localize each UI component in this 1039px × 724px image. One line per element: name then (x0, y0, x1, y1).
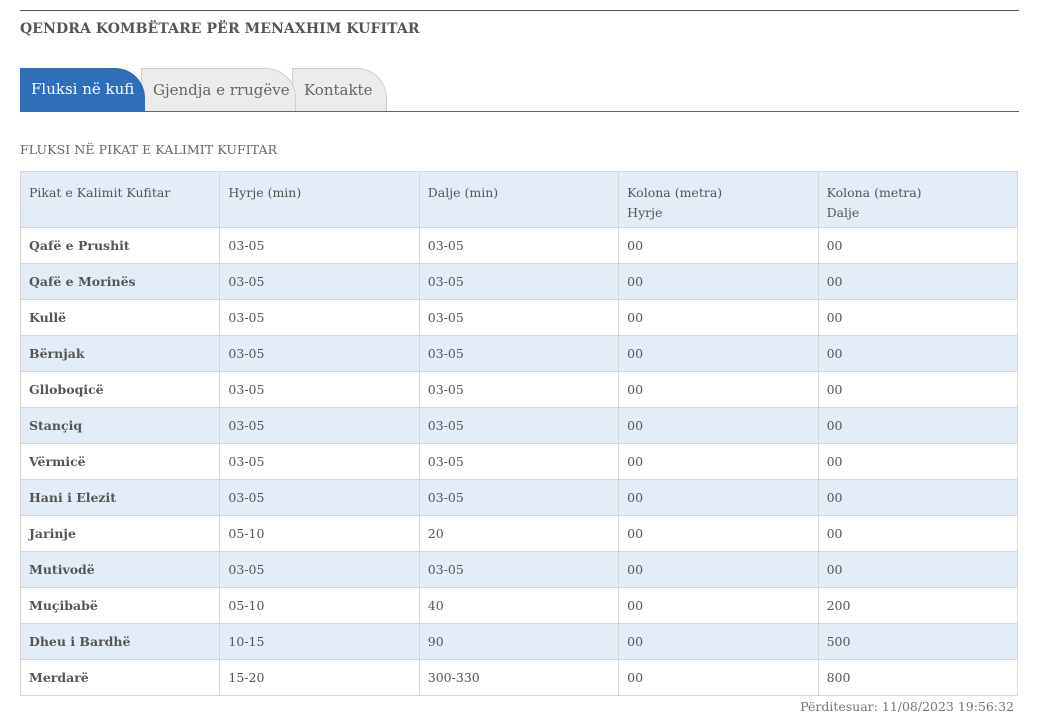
cell-queue-entry: 00 (618, 227, 819, 264)
cell-exit-min: 90 (418, 623, 620, 660)
cell-entry-min: 03-05 (219, 479, 420, 516)
cell-crossing-point: Kullë (19, 299, 221, 336)
cell-exit-min: 20 (418, 515, 620, 552)
cell-entry-min: 15-20 (219, 659, 420, 696)
cell-queue-exit: 500 (817, 623, 1019, 660)
cell-queue-exit: 00 (817, 407, 1019, 444)
cell-crossing-point: Bërnjak (19, 335, 221, 372)
table-row: Muçibabë 05-10 40 00 200 (19, 587, 1019, 624)
table-row: Vërmicë 03-05 03-05 00 00 (19, 443, 1019, 480)
table-row: Dheu i Bardhë 10-15 90 00 500 (19, 623, 1019, 660)
table-row: Hani i Elezit 03-05 03-05 00 00 (19, 479, 1019, 516)
tab-fluksi-ne-kufi[interactable]: Fluksi në kufi (20, 68, 145, 111)
cell-queue-entry: 00 (618, 299, 819, 336)
cell-queue-exit: 00 (817, 551, 1019, 588)
tab-kontakte[interactable]: Kontakte (292, 68, 387, 111)
header-entry-min: Hyrje (min) (219, 171, 420, 228)
cell-exit-min: 03-05 (418, 299, 620, 336)
cell-exit-min: 40 (418, 587, 620, 624)
cell-entry-min: 03-05 (219, 299, 420, 336)
cell-queue-entry: 00 (618, 479, 819, 516)
table-row: Merdarë 15-20 300-330 00 800 (19, 659, 1019, 696)
cell-queue-exit: 00 (817, 263, 1019, 300)
cell-crossing-point: Vërmicë (19, 443, 221, 480)
cell-queue-exit: 00 (817, 515, 1019, 552)
cell-crossing-point: Jarinje (19, 515, 221, 552)
table-row: Kullë 03-05 03-05 00 00 (19, 299, 1019, 336)
cell-queue-exit: 00 (817, 443, 1019, 480)
cell-entry-min: 03-05 (219, 551, 420, 588)
cell-exit-min: 03-05 (418, 443, 620, 480)
cell-queue-entry: 00 (618, 587, 819, 624)
cell-crossing-point: Stançiq (19, 407, 221, 444)
cell-queue-exit: 00 (817, 371, 1019, 408)
cell-entry-min: 03-05 (219, 263, 420, 300)
cell-queue-exit: 200 (817, 587, 1019, 624)
cell-queue-exit: 800 (817, 659, 1019, 696)
cell-crossing-point: Qafë e Prushit (19, 227, 221, 264)
cell-queue-entry: 00 (618, 659, 819, 696)
cell-exit-min: 03-05 (418, 407, 620, 444)
header-queue-entry: Kolona (metra) Hyrje (618, 171, 819, 228)
last-updated: Përditesuar: 11/08/2023 19:56:32 (800, 699, 1014, 714)
table-row: Jarinje 05-10 20 00 00 (19, 515, 1019, 552)
cell-crossing-point: Qafë e Morinës (19, 263, 221, 300)
header-exit-min: Dalje (min) (418, 171, 620, 228)
cell-queue-entry: 00 (618, 371, 819, 408)
cell-queue-entry: 00 (618, 335, 819, 372)
cell-exit-min: 03-05 (418, 227, 620, 264)
cell-exit-min: 03-05 (418, 479, 620, 516)
cell-entry-min: 03-05 (219, 227, 420, 264)
table-row: Qafë e Morinës 03-05 03-05 00 00 (19, 263, 1019, 300)
table-row: Mutivodë 03-05 03-05 00 00 (19, 551, 1019, 588)
cell-queue-entry: 00 (618, 551, 819, 588)
cell-entry-min: 03-05 (219, 371, 420, 408)
cell-queue-entry: 00 (618, 263, 819, 300)
section-heading: FLUKSI NË PIKAT E KALIMIT KUFITAR (20, 142, 278, 157)
cell-crossing-point: Mutivodë (19, 551, 221, 588)
cell-queue-entry: 00 (618, 443, 819, 480)
cell-crossing-point: Merdarë (19, 659, 221, 696)
cell-queue-exit: 00 (817, 299, 1019, 336)
cell-exit-min: 300-330 (418, 659, 620, 696)
tab-gjendja-e-rrugeve[interactable]: Gjendja e rrugëve (141, 68, 296, 111)
cell-queue-entry: 00 (618, 515, 819, 552)
header-crossing-point: Pikat e Kalimit Kufitar (19, 171, 221, 228)
table-row: Qafë e Prushit 03-05 03-05 00 00 (19, 227, 1019, 264)
cell-exit-min: 03-05 (418, 263, 620, 300)
table-row: Stançiq 03-05 03-05 00 00 (19, 407, 1019, 444)
cell-queue-exit: 00 (817, 479, 1019, 516)
cell-entry-min: 10-15 (219, 623, 420, 660)
cell-queue-exit: 00 (817, 335, 1019, 372)
cell-exit-min: 03-05 (418, 371, 620, 408)
cell-queue-entry: 00 (618, 407, 819, 444)
border-flux-table: Pikat e Kalimit Kufitar Hyrje (min) Dalj… (19, 171, 1019, 696)
header-queue-exit: Kolona (metra) Dalje (817, 171, 1019, 228)
cell-entry-min: 03-05 (219, 335, 420, 372)
cell-queue-entry: 00 (618, 623, 819, 660)
cell-entry-min: 05-10 (219, 587, 420, 624)
table-row: Bërnjak 03-05 03-05 00 00 (19, 335, 1019, 372)
cell-crossing-point: Dheu i Bardhë (19, 623, 221, 660)
cell-crossing-point: Glloboqicë (19, 371, 221, 408)
cell-exit-min: 03-05 (418, 551, 620, 588)
cell-entry-min: 03-05 (219, 443, 420, 480)
cell-crossing-point: Hani i Elezit (19, 479, 221, 516)
top-divider (20, 10, 1019, 11)
cell-entry-min: 03-05 (219, 407, 420, 444)
site-title: QENDRA KOMBËTARE PËR MENAXHIM KUFITAR (20, 21, 420, 37)
cell-exit-min: 03-05 (418, 335, 620, 372)
table-row: Glloboqicë 03-05 03-05 00 00 (19, 371, 1019, 408)
cell-entry-min: 05-10 (219, 515, 420, 552)
tab-bar: Fluksi në kufi Gjendja e rrugëve Kontakt… (20, 68, 1019, 112)
cell-queue-exit: 00 (817, 227, 1019, 264)
cell-crossing-point: Muçibabë (19, 587, 221, 624)
table-header-row: Pikat e Kalimit Kufitar Hyrje (min) Dalj… (19, 171, 1019, 228)
